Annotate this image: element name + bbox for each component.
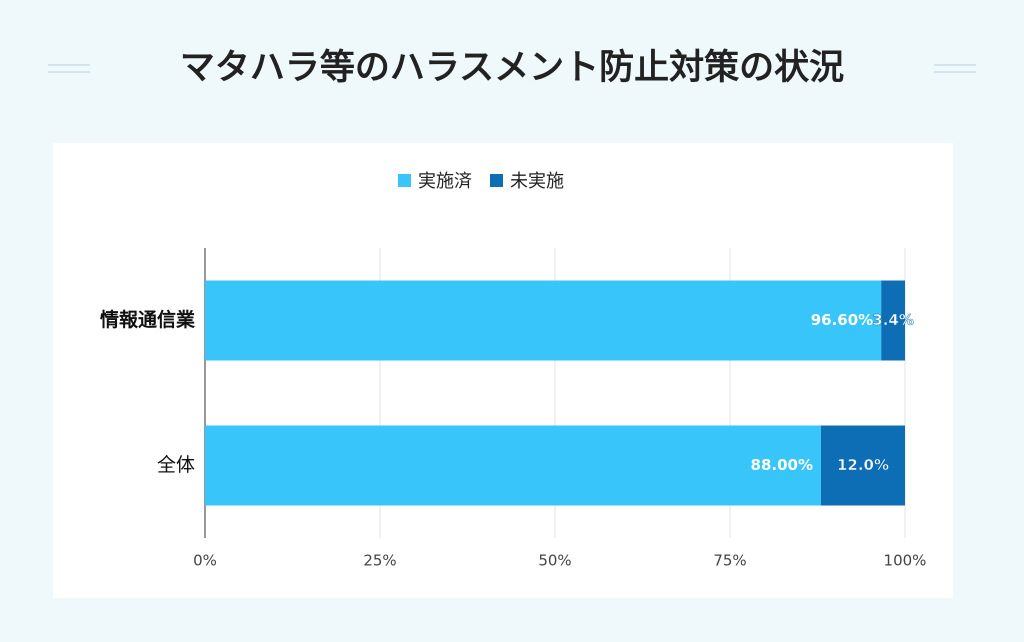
y-tick-label: 情報通信業	[100, 308, 196, 331]
x-tick-label: 0%	[193, 552, 217, 570]
bar-segment	[205, 425, 821, 506]
legend-label: 実施済	[418, 171, 472, 192]
x-tick-label: 50%	[538, 552, 571, 570]
bar-segment	[881, 280, 905, 361]
data-label: 88.00%	[751, 456, 813, 474]
legend-swatch	[398, 174, 411, 187]
x-tick-label: 25%	[363, 552, 396, 570]
title-decoration	[48, 64, 976, 73]
data-label: 96.60%	[811, 311, 873, 329]
legend-label: 未実施	[510, 171, 564, 192]
y-tick-label: 全体	[157, 454, 195, 476]
data-label: 3.4%	[872, 311, 914, 329]
x-tick-label: 75%	[713, 552, 746, 570]
data-label: 12.0%	[837, 456, 889, 474]
bar-segment	[205, 280, 882, 361]
chart-panel	[53, 143, 953, 598]
x-tick-label: 100%	[884, 552, 927, 570]
chart-title: マタハラ等のハラスメント防止対策の状況	[180, 48, 844, 88]
bar-segment	[821, 425, 905, 506]
legend-swatch	[490, 174, 503, 187]
